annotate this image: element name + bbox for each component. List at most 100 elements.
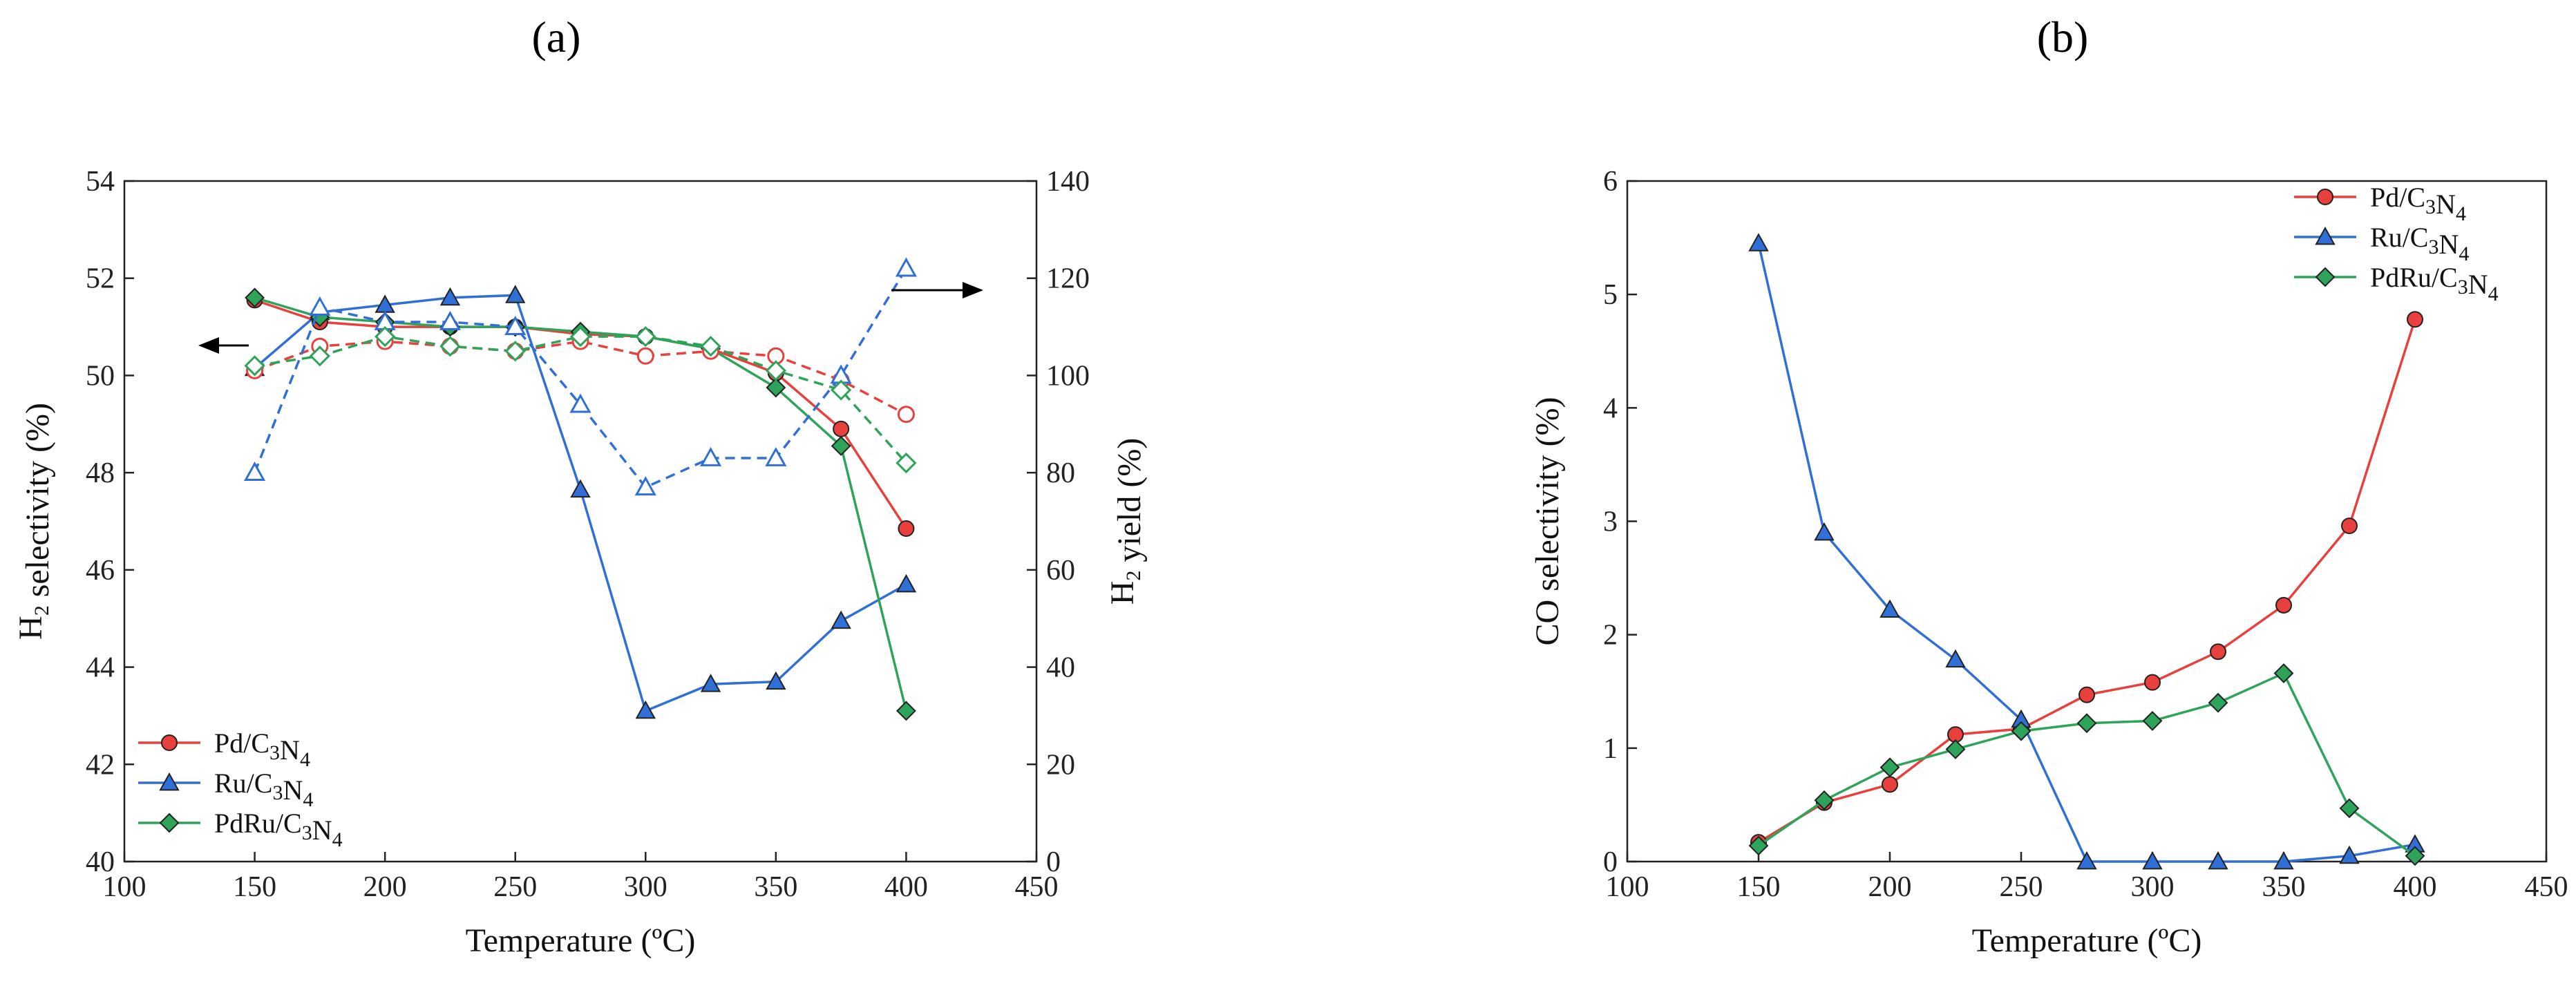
data-point bbox=[1748, 233, 1769, 251]
legend-label: PdRu/C3N4 bbox=[2370, 262, 2499, 305]
data-point bbox=[1882, 776, 1898, 793]
data-point bbox=[831, 436, 851, 456]
data-point bbox=[439, 310, 461, 330]
series-line bbox=[1758, 319, 2416, 844]
y2-tick-label: 100 bbox=[1046, 360, 1090, 392]
legend-marker bbox=[2317, 189, 2333, 205]
data-point bbox=[2078, 686, 2095, 703]
legend-marker bbox=[2315, 226, 2336, 245]
y-tick-label: 5 bbox=[1603, 279, 1618, 311]
data-point bbox=[2210, 643, 2226, 661]
y-tick-label: 50 bbox=[86, 360, 115, 392]
x-tick-label: 300 bbox=[624, 871, 667, 903]
data-point bbox=[375, 326, 396, 348]
data-point bbox=[2144, 674, 2161, 691]
x-tick-label: 350 bbox=[754, 871, 797, 903]
y-tick-label: 48 bbox=[86, 457, 115, 489]
data-point bbox=[2341, 517, 2358, 535]
series-line bbox=[253, 267, 907, 489]
data-point bbox=[700, 446, 722, 466]
x-axis-label: Temperature (ºC) bbox=[1972, 922, 2202, 959]
data-point bbox=[2208, 851, 2228, 870]
data-point bbox=[1879, 757, 1900, 778]
data-point bbox=[570, 479, 591, 498]
data-point bbox=[700, 674, 721, 692]
y-tick-label: 3 bbox=[1603, 506, 1618, 538]
data-point bbox=[766, 671, 786, 690]
data-point bbox=[569, 393, 591, 413]
x-tick-label: 150 bbox=[233, 871, 276, 903]
y2-tick-label: 60 bbox=[1046, 555, 1075, 587]
data-point bbox=[2405, 846, 2425, 866]
data-point bbox=[831, 379, 852, 401]
data-point bbox=[2208, 692, 2228, 713]
data-point bbox=[245, 287, 265, 308]
data-point bbox=[895, 257, 917, 277]
data-point bbox=[2273, 851, 2294, 870]
panel-a-title: (a) bbox=[531, 12, 580, 61]
legend-marker bbox=[159, 813, 180, 833]
series-line bbox=[254, 340, 907, 416]
data-point bbox=[2339, 845, 2360, 864]
data-point bbox=[833, 420, 850, 437]
data-point bbox=[2407, 311, 2423, 328]
y-tick-label: 0 bbox=[1603, 846, 1618, 878]
x-tick-label: 400 bbox=[2394, 871, 2437, 903]
legend-marker bbox=[159, 772, 180, 791]
legend-label: Ru/C3N4 bbox=[214, 768, 313, 811]
legend-label: Ru/C3N4 bbox=[2370, 222, 2469, 265]
x-tick-label: 350 bbox=[2262, 871, 2306, 903]
data-point bbox=[1945, 739, 1966, 759]
legend-label: PdRu/C3N4 bbox=[214, 808, 343, 851]
series-line bbox=[1757, 243, 2416, 863]
data-point bbox=[896, 452, 917, 474]
legend-marker bbox=[2315, 267, 2336, 287]
x-tick-label: 250 bbox=[493, 871, 537, 903]
data-point bbox=[765, 360, 786, 381]
data-point bbox=[1814, 522, 1835, 541]
data-point bbox=[1945, 649, 1966, 668]
data-point bbox=[439, 336, 461, 357]
data-point bbox=[1879, 599, 1900, 618]
y2-tick-label: 120 bbox=[1046, 263, 1090, 295]
data-point bbox=[2339, 798, 2360, 819]
data-point bbox=[244, 355, 265, 377]
data-point bbox=[831, 610, 851, 629]
data-point bbox=[896, 573, 917, 593]
y2-tick-label: 40 bbox=[1046, 652, 1075, 684]
y-tick-label: 46 bbox=[86, 555, 115, 587]
data-point bbox=[505, 285, 526, 303]
y-tick-label: 54 bbox=[86, 166, 115, 198]
data-point bbox=[635, 700, 656, 719]
x-tick-label: 400 bbox=[884, 871, 928, 903]
x-tick-label: 300 bbox=[2131, 871, 2175, 903]
legend-marker bbox=[161, 734, 178, 751]
data-point bbox=[636, 347, 654, 365]
data-point bbox=[504, 315, 527, 335]
x-tick-label: 450 bbox=[2525, 871, 2568, 903]
data-point bbox=[2142, 851, 2163, 870]
y-tick-label: 4 bbox=[1603, 392, 1618, 424]
x-tick-label: 250 bbox=[2000, 871, 2043, 903]
x-axis-label: Temperature (ºC) bbox=[466, 922, 696, 959]
x-tick-label: 100 bbox=[103, 871, 146, 903]
data-point bbox=[2076, 713, 2097, 734]
series-line bbox=[254, 296, 908, 712]
x-tick-label: 200 bbox=[363, 871, 407, 903]
y2-tick-label: 20 bbox=[1046, 749, 1075, 781]
data-point bbox=[1748, 835, 1769, 856]
data-point bbox=[765, 446, 787, 466]
data-point bbox=[2275, 596, 2292, 614]
y2-tick-label: 0 bbox=[1046, 846, 1061, 878]
y-axis-label: H2 selectivity (%) bbox=[12, 403, 56, 640]
data-point bbox=[504, 341, 526, 362]
x-tick-label: 150 bbox=[1737, 871, 1781, 903]
data-point bbox=[896, 701, 916, 721]
x-tick-label: 100 bbox=[1606, 871, 1649, 903]
y-tick-label: 52 bbox=[86, 263, 115, 295]
series-line bbox=[254, 294, 907, 713]
legend-label: Pd/C3N4 bbox=[2370, 182, 2466, 225]
data-point bbox=[1814, 790, 1835, 810]
data-point bbox=[766, 377, 786, 398]
